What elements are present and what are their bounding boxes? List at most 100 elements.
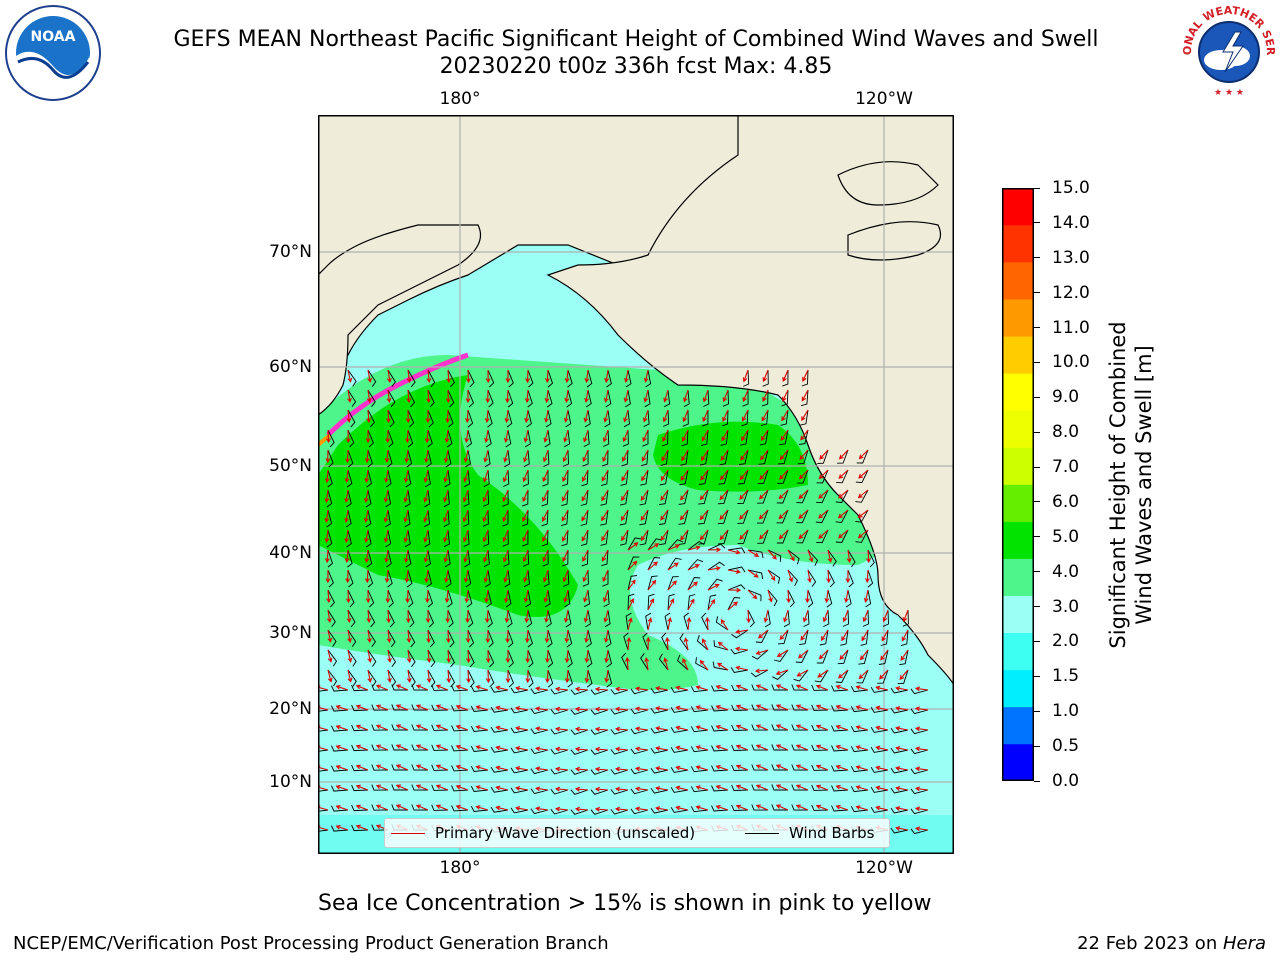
wind-barb (683, 389, 690, 408)
wind-barb (463, 489, 470, 507)
wave-direction-arrow (426, 629, 431, 644)
colorbar-bin (1002, 410, 1034, 448)
wave-direction-arrow (835, 724, 849, 731)
colorbar-tick-label: 0.5 (1052, 736, 1080, 757)
wind-barb (387, 669, 397, 687)
wave-direction-arrow (817, 669, 829, 678)
wave-direction-arrow (482, 489, 489, 503)
wave-direction-arrow (686, 616, 692, 631)
wind-barb (443, 529, 450, 548)
wind-barb (351, 784, 369, 792)
wind-barb (582, 449, 589, 467)
wind-barb (431, 744, 449, 751)
wind-barb (647, 557, 661, 571)
wind-barb (570, 769, 589, 775)
wind-barb (470, 785, 489, 792)
wave-direction-arrow (795, 764, 809, 771)
wave-direction-arrow (424, 429, 430, 444)
wave-direction-arrow (798, 509, 809, 519)
wind-barb (464, 549, 471, 568)
wave-direction-arrow (583, 429, 589, 443)
wind-barb (717, 529, 729, 545)
colorbar-tick-mark (1034, 780, 1040, 782)
wave-direction-arrow (799, 449, 809, 461)
wind-barb (530, 728, 549, 735)
wave-direction-arrow (415, 784, 429, 791)
wave-direction-arrow (524, 609, 530, 624)
wave-direction-arrow (584, 369, 590, 384)
wave-direction-arrow (604, 369, 610, 384)
wave-direction-arrow (403, 549, 409, 563)
wind-barb (751, 649, 769, 660)
wave-direction-arrow (522, 509, 529, 522)
wind-barb (703, 389, 710, 407)
wave-direction-arrow (627, 542, 639, 551)
wave-direction-arrow (795, 684, 809, 691)
wave-direction-arrow (680, 509, 689, 521)
wave-direction-arrow (515, 725, 529, 731)
wind-barb (330, 705, 349, 712)
wave-direction-arrow (543, 429, 549, 443)
lon-label-top-120w: 120°W (855, 89, 913, 109)
wind-barb (737, 489, 749, 504)
wave-direction-arrow (783, 609, 789, 623)
wave-direction-arrow (562, 469, 569, 482)
wave-direction-arrow (484, 609, 490, 624)
wind-barb (711, 805, 729, 812)
wind-barb (831, 785, 849, 792)
wave-direction-arrow (544, 389, 550, 404)
wave-direction-arrow (423, 549, 429, 563)
wave-direction-arrow (634, 786, 649, 792)
wind-barb (690, 746, 709, 753)
wave-direction-arrow (758, 629, 769, 639)
wave-direction-arrow (375, 744, 389, 751)
wind-barb (391, 784, 408, 791)
wave-direction-arrow (815, 704, 829, 711)
wind-barb (527, 369, 534, 388)
wave-direction-arrow (715, 764, 729, 771)
wind-barb (367, 449, 373, 468)
wave-direction-arrow (719, 509, 729, 520)
wind-barb (425, 549, 431, 568)
wind-barb (870, 806, 889, 813)
wind-barb (550, 689, 569, 695)
wind-barb (366, 469, 373, 488)
wave-direction-arrow (687, 564, 700, 571)
wind-barb (431, 804, 449, 811)
wind-barb (330, 765, 349, 772)
wind-barb (762, 369, 769, 387)
wind-barb (544, 589, 551, 608)
wave-direction-arrow (345, 429, 351, 444)
wave-direction-arrow (715, 804, 729, 811)
wind-barb (910, 728, 929, 735)
wave-direction-arrow (562, 569, 569, 583)
wave-direction-arrow (862, 609, 869, 623)
wave-direction-arrow (335, 744, 349, 751)
wind-barb (521, 509, 529, 527)
wave-direction-arrow (775, 724, 789, 731)
wind-barb (550, 749, 569, 755)
wave-direction-arrow (667, 617, 673, 631)
wind-barb (610, 729, 629, 735)
wind-barb (667, 539, 684, 551)
wind-barb (570, 789, 589, 795)
wave-direction-arrow (875, 685, 889, 691)
wave-direction-arrow (375, 804, 389, 811)
wave-direction-arrow (554, 746, 569, 752)
wind-barb (447, 649, 455, 668)
legend-wind-line (745, 833, 779, 834)
wind-barb (870, 686, 889, 693)
wind-barb (727, 547, 746, 554)
wind-barb (619, 489, 629, 506)
wave-direction-arrow (482, 509, 489, 523)
wave-direction-arrow (347, 629, 352, 643)
wave-direction-arrow (735, 804, 749, 811)
wave-direction-arrow (621, 489, 629, 502)
wave-direction-arrow (582, 549, 589, 562)
wind-barb (525, 589, 532, 608)
wave-direction-arrow (857, 489, 869, 499)
wind-barb (586, 649, 593, 668)
wind-barb (483, 469, 490, 488)
wave-direction-arrow (542, 449, 549, 463)
wind-barb (712, 661, 729, 671)
